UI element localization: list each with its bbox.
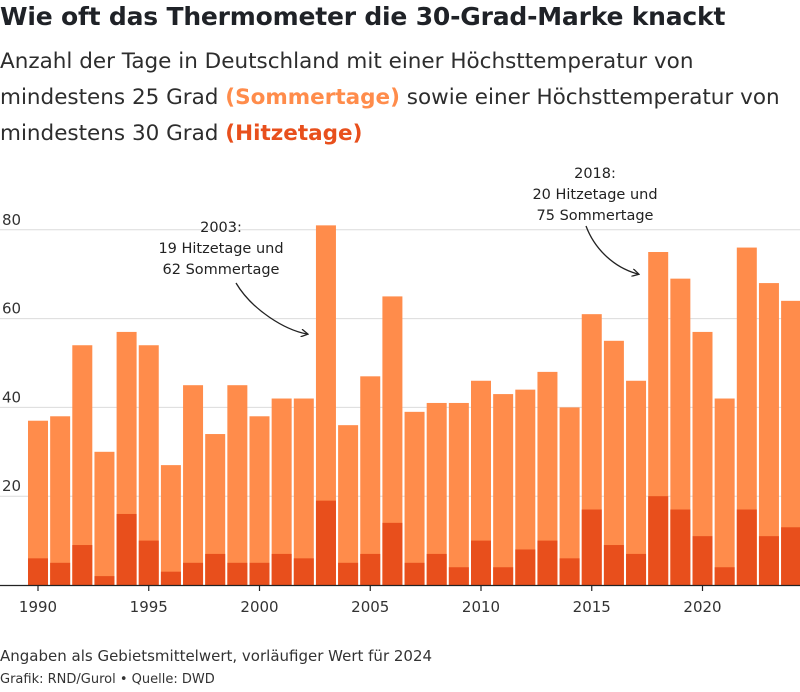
x-tick-label: 2015: [573, 598, 611, 616]
bar-hitzetage: [271, 553, 292, 585]
bar-hitzetage: [360, 553, 381, 585]
bar-hitzetage: [72, 545, 93, 585]
x-tick-label: 2005: [351, 598, 389, 616]
bar-sommertage: [138, 345, 159, 585]
annotation-text: 2018:: [574, 166, 616, 182]
bars: [28, 225, 800, 586]
bar-sommertage: [426, 402, 447, 585]
bar-sommertage: [160, 465, 181, 585]
bar-hitzetage: [603, 545, 624, 585]
annotation-text: 2003:: [200, 220, 242, 236]
bar-sommertage: [227, 385, 248, 585]
bar-hitzetage: [426, 553, 447, 585]
bar-sommertage: [28, 420, 48, 585]
bar-hitzetage: [249, 562, 270, 585]
annotation-arrow: [585, 225, 638, 274]
y-tick-label: 40: [2, 388, 21, 406]
bar-hitzetage: [758, 536, 779, 585]
subtitle-summer-label: (Sommertage): [225, 85, 400, 110]
bar-hitzetage: [382, 522, 403, 585]
bar-sommertage: [205, 434, 226, 585]
bar-hitzetage: [404, 562, 425, 585]
subtitle-heat-label: (Hitzetage): [225, 121, 363, 146]
bar-sommertage: [271, 398, 292, 585]
x-tick-label: 1990: [19, 598, 57, 616]
bar-sommertage: [714, 398, 735, 585]
bar-hitzetage: [537, 540, 558, 585]
bar-sommertage: [670, 278, 691, 585]
bar-sommertage: [493, 394, 514, 585]
annotation-text: 20 Hitzetage und: [532, 187, 657, 203]
bar-sommertage: [404, 411, 425, 585]
bar-hitzetage: [448, 567, 469, 585]
y-tick-label: 60: [2, 300, 21, 318]
credit-line: Grafik: RND/Gurol • Quelle: DWD: [0, 672, 215, 687]
x-tick-label: 2010: [462, 598, 500, 616]
bar-sommertage: [537, 371, 558, 585]
bar-sommertage: [315, 225, 336, 586]
annotation-arrow: [235, 282, 307, 334]
y-tick-label: 20: [2, 477, 21, 495]
bar-hitzetage: [515, 549, 536, 585]
bar-hitzetage: [714, 567, 735, 585]
bar-hitzetage: [493, 567, 514, 585]
y-tick-label: 80: [2, 211, 21, 229]
bar-sommertage: [360, 376, 381, 585]
chart-title: Wie oft das Thermometer die 30-Grad-Mark…: [0, 2, 726, 31]
bar-sommertage: [515, 389, 536, 585]
axes: 1990 1995 2000 2005 2010 2015 2020: [0, 584, 800, 616]
bar-sommertage: [781, 300, 800, 585]
bar-hitzetage: [581, 509, 602, 585]
bar-sommertage: [249, 416, 270, 585]
bar-hitzetage: [670, 509, 691, 585]
bar-sommertage: [382, 296, 403, 585]
chart-subtitle: Anzahl der Tage in Deutschland mit einer…: [0, 44, 790, 152]
bar-sommertage: [50, 416, 71, 585]
bar-sommertage: [736, 247, 757, 585]
bar-sommertage: [603, 340, 624, 585]
bar-hitzetage: [183, 562, 204, 585]
bar-sommertage: [692, 331, 713, 585]
bar-sommertage: [559, 407, 580, 585]
bar-sommertage: [626, 380, 647, 585]
annotation-text: 75 Sommertage: [537, 208, 654, 224]
bar-hitzetage: [160, 571, 181, 585]
bar-hitzetage: [293, 558, 314, 585]
bar-hitzetage: [28, 558, 48, 585]
subtitle-text-2: sowie einer Höchsttemperatur von mindest…: [0, 85, 780, 146]
bar-sommertage: [338, 425, 359, 585]
bar-hitzetage: [626, 553, 647, 585]
annotation-text: 19 Hitzetage und: [158, 241, 283, 257]
x-tick-label: 1995: [130, 598, 168, 616]
bar-sommertage: [448, 402, 469, 585]
subtitle-text-1: Anzahl der Tage in Deutschland mit einer…: [0, 49, 694, 110]
bar-sommertage: [94, 451, 115, 585]
footnote: Angaben als Gebietsmittelwert, vorläufig…: [0, 647, 433, 665]
bar-hitzetage: [736, 509, 757, 585]
bar-hitzetage: [205, 553, 226, 585]
bar-sommertage: [293, 398, 314, 585]
bar-sommertage: [183, 385, 204, 585]
bar-hitzetage: [338, 562, 359, 585]
x-tick-label: 2000: [240, 598, 278, 616]
bar-sommertage: [471, 380, 491, 585]
bar-hitzetage: [559, 558, 580, 585]
bar-hitzetage: [471, 540, 491, 585]
annotations: 2003: 19 Hitzetage und 62 Sommertage 2018: 2…: [158, 166, 658, 334]
bar-hitzetage: [116, 513, 137, 585]
bar-hitzetage: [138, 540, 159, 585]
bar-hitzetage: [692, 536, 713, 585]
bar-hitzetage: [50, 562, 71, 585]
annotation-text: 62 Sommertage: [163, 262, 280, 278]
bar-hitzetage: [94, 576, 115, 585]
bar-hitzetage: [781, 527, 800, 585]
bar-sommertage: [72, 345, 93, 585]
bar-hitzetage: [227, 562, 248, 585]
bar-sommertage: [758, 283, 779, 585]
x-tick-label: 2020: [683, 598, 721, 616]
bar-hitzetage: [315, 500, 336, 585]
bar-hitzetage: [648, 496, 669, 585]
